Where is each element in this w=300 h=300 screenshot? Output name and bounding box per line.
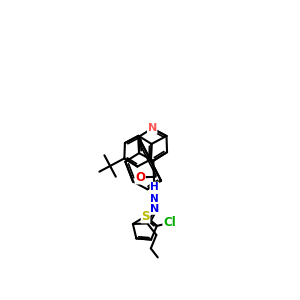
Text: N: N	[150, 204, 160, 214]
Text: N: N	[148, 123, 157, 134]
Text: S: S	[141, 210, 150, 223]
Text: H
N: H N	[150, 182, 159, 204]
Text: O: O	[135, 171, 145, 184]
Text: Cl: Cl	[163, 216, 176, 230]
